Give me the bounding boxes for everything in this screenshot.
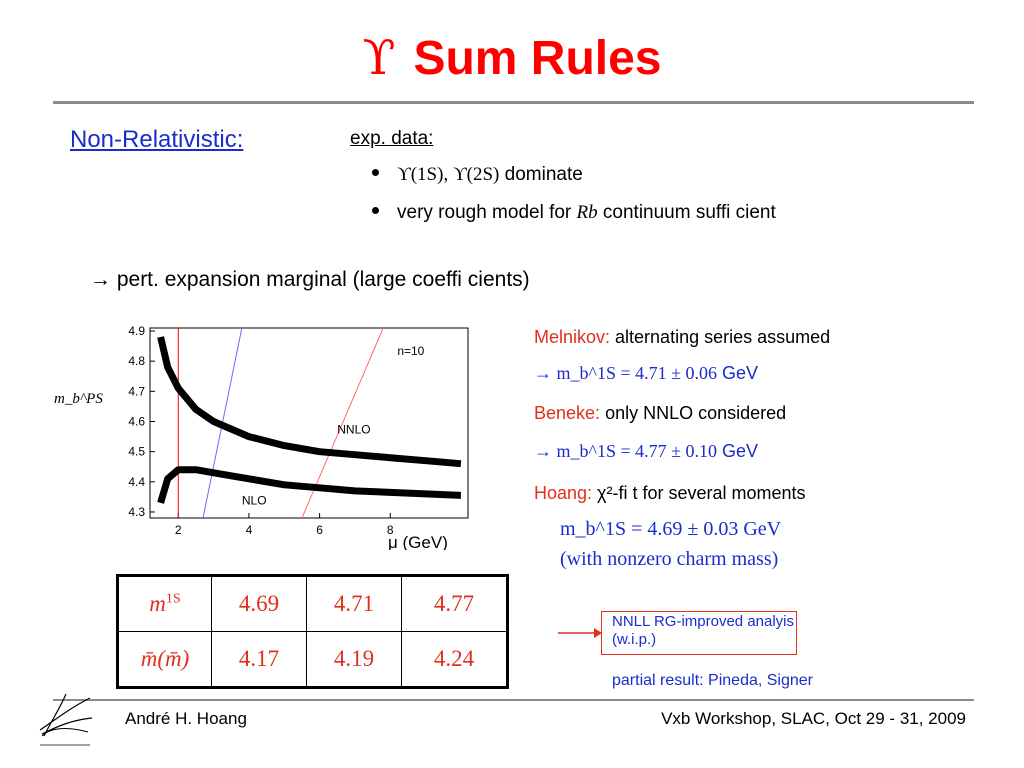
row-label-m1s: m1S bbox=[117, 575, 212, 632]
x-tick-label: 6 bbox=[316, 523, 323, 537]
row-label-mbar: m̄(m̄) bbox=[117, 631, 212, 688]
mb-ps-chart: 2 4 6 8 4.3 4.4 4.5 4.6 4.7 4.8 4.9 NNLO NLO n=10 m_b^… bbox=[54, 324, 469, 550]
hoang-note: (with nonzero charm mass) bbox=[560, 548, 779, 570]
bullet-dot-icon bbox=[372, 207, 379, 215]
bullet-rb-model: very rough model for Rb continuum suffi … bbox=[372, 202, 776, 224]
mass-values-table: m1S 4.69 4.71 4.77 m̄(m̄) 4.17 4.19 4.24 bbox=[116, 574, 509, 689]
title-text: Sum Rules bbox=[413, 32, 662, 85]
footer-event: Vxb Workshop, SLAC, Oct 29 - 31, 2009 bbox=[661, 709, 966, 728]
plot-frame bbox=[149, 327, 469, 519]
x-tick-label: 8 bbox=[387, 523, 394, 537]
melnikov-result: → m_b^1S = 4.71 ± 0.06 GeV bbox=[534, 363, 759, 383]
table-cell: 4.24 bbox=[401, 631, 508, 688]
slide-title: ϒ Sum Rules bbox=[0, 30, 1024, 86]
series-band-nnlo bbox=[157, 336, 462, 468]
non-relativistic-link[interactable]: Non-Relativistic: bbox=[70, 126, 244, 153]
y-tick-label: 4.7 bbox=[128, 384, 145, 398]
footer-author: André H. Hoang bbox=[125, 709, 247, 728]
y-tick-label: 4.8 bbox=[128, 354, 145, 368]
exp-data-heading: exp. data: bbox=[350, 128, 434, 149]
y-tick-label: 4.6 bbox=[128, 414, 145, 428]
series-label-nnlo: NNLO bbox=[337, 423, 370, 437]
table-row: m̄(m̄) 4.17 4.19 4.24 bbox=[117, 631, 508, 688]
series-band-nlo bbox=[157, 466, 462, 504]
y-tick-label: 4.4 bbox=[128, 475, 145, 489]
partial-result: partial result: Pineda, Signer bbox=[612, 672, 813, 689]
hoang-line: Hoang: χ²-fi t for several moments bbox=[534, 483, 806, 503]
x-axis-label: μ (GeV) bbox=[388, 533, 448, 550]
table-cell: 4.69 bbox=[211, 575, 307, 632]
table-row: m1S 4.69 4.71 4.77 bbox=[117, 575, 508, 632]
y-tick-label: 4.3 bbox=[128, 505, 145, 519]
series-label-nlo: NLO bbox=[242, 493, 267, 507]
beneke-line: Beneke: only NNLO considered bbox=[534, 403, 787, 423]
arrow-icon bbox=[558, 628, 602, 638]
table-cell: 4.19 bbox=[306, 631, 402, 688]
x-tick-label: 4 bbox=[246, 523, 253, 537]
x-tick-label: 2 bbox=[175, 523, 182, 537]
hoang-result: m_b^1S = 4.69 ± 0.03 GeV bbox=[560, 518, 782, 540]
table-cell: 4.71 bbox=[306, 575, 402, 632]
upsilon-symbol: ϒ bbox=[362, 30, 396, 86]
pert-expansion-note: → pert. expansion marginal (large coeffi… bbox=[90, 268, 530, 291]
chart-annotation: n=10 bbox=[397, 344, 424, 358]
y-axis-label: m_b^PS bbox=[54, 391, 103, 407]
nnll-note-box: NNLL RG-improved analyis (w.i.p.) bbox=[601, 611, 797, 655]
y-tick-label: 4.9 bbox=[128, 324, 145, 338]
table-cell: 4.17 bbox=[211, 631, 307, 688]
bullet-dot-icon bbox=[372, 169, 379, 177]
y-tick-label: 4.5 bbox=[128, 445, 145, 459]
beneke-result: → m_b^1S = 4.77 ± 0.10 GeV bbox=[534, 441, 759, 461]
title-divider bbox=[53, 101, 974, 104]
table-cell: 4.77 bbox=[401, 575, 508, 632]
footer-divider bbox=[53, 699, 974, 701]
logo-icon bbox=[39, 693, 93, 746]
bullet-upsilon: ϒ(1S), ϒ(2S) dominate bbox=[372, 164, 583, 186]
melnikov-line: Melnikov: alternating series assumed bbox=[534, 327, 831, 347]
